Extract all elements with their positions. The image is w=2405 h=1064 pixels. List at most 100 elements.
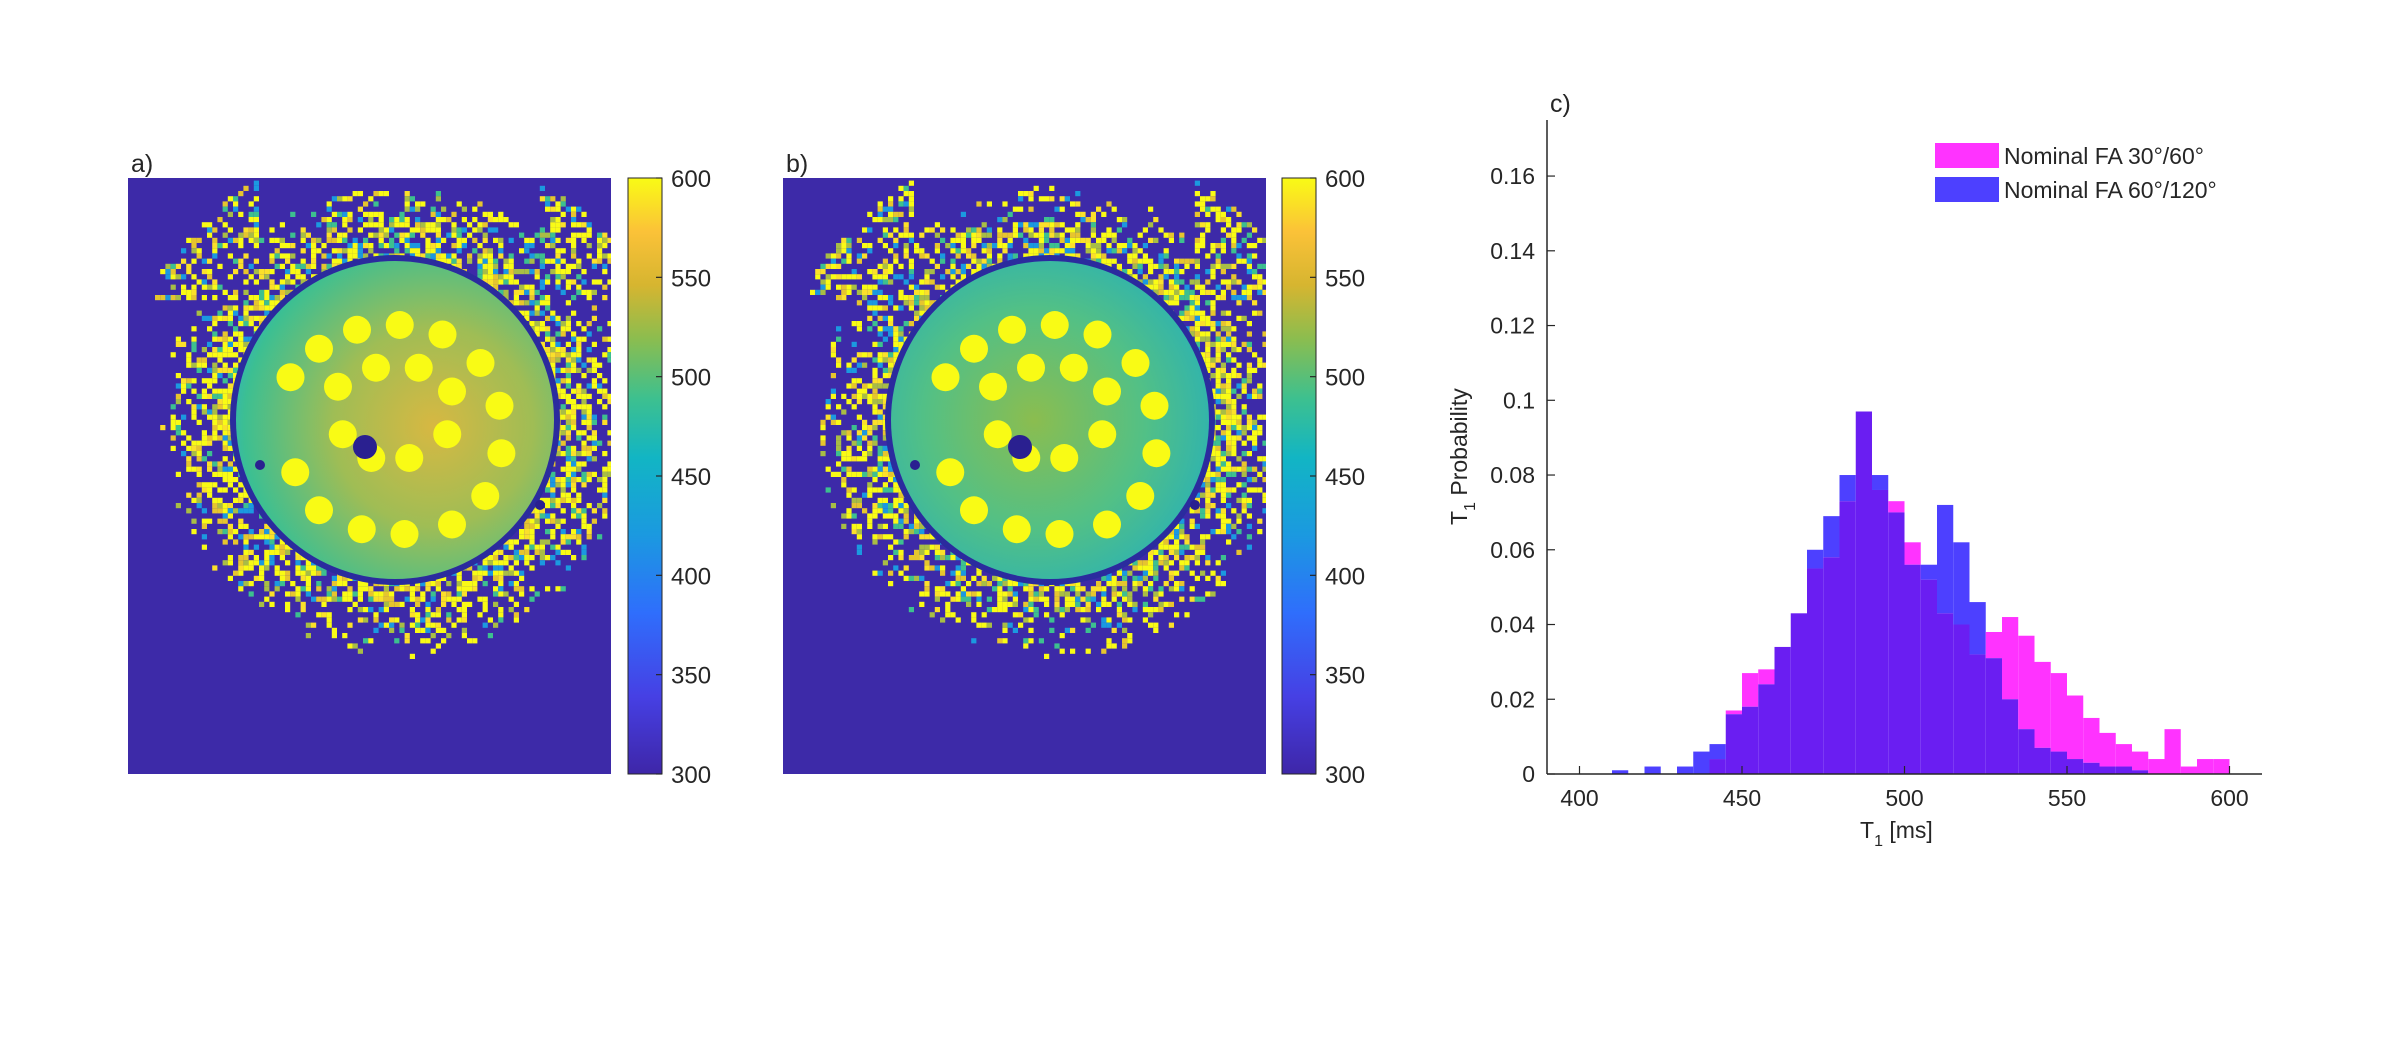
legend: Nominal FA 30°/60° Nominal FA 60°/120°: [1935, 143, 2217, 203]
map-a-noise-pixel: [425, 586, 431, 592]
map-b-noise-pixel: [1122, 248, 1128, 254]
map-a-noise-pixel: [175, 425, 181, 431]
map-a-noise-pixel: [576, 321, 582, 327]
map-a-noise-pixel: [508, 237, 514, 243]
map-b-noise-pixel: [1085, 627, 1091, 633]
map-b-noise-pixel: [1038, 243, 1044, 249]
map-b-noise-pixel: [1179, 232, 1185, 238]
map-b-noise-pixel: [836, 435, 842, 441]
map-b-noise-pixel: [867, 300, 873, 306]
map-b-vial: [998, 315, 1026, 344]
map-a-noise-pixel: [279, 284, 285, 290]
map-a-noise-pixel: [342, 222, 348, 228]
map-a-noise-pixel: [342, 211, 348, 217]
map-a-noise-pixel: [222, 419, 228, 425]
map-a-noise-pixel: [487, 211, 493, 217]
map-a-noise-pixel: [222, 388, 228, 394]
map-b-noise-pixel: [1194, 243, 1200, 249]
map-b-noise-pixel: [997, 217, 1003, 223]
map-a-noise-pixel: [545, 196, 551, 202]
map-a-noise-pixel: [456, 248, 462, 254]
map-b-noise-pixel: [862, 492, 868, 498]
map-a-noise-pixel: [373, 253, 379, 259]
map-a-noise-pixel: [368, 248, 374, 254]
map-a-noise-pixel: [420, 617, 426, 623]
map-b-noise-pixel: [1262, 263, 1266, 269]
map-a-noise-pixel: [576, 383, 582, 389]
map-b-noise-pixel: [1090, 591, 1096, 597]
map-a-noise-pixel: [259, 269, 265, 275]
map-a-noise-pixel: [524, 523, 530, 529]
map-a-noise-pixel: [295, 612, 301, 618]
map-b-noise-pixel: [1236, 497, 1242, 503]
map-a-noise-pixel: [545, 295, 551, 301]
map-a-noise-pixel: [389, 601, 395, 607]
map-a-noise-pixel: [207, 315, 213, 321]
map-a-noise-pixel: [493, 575, 499, 581]
map-a-noise-pixel: [217, 487, 223, 493]
map-a-noise-pixel: [279, 237, 285, 243]
map-a-noise-pixel: [347, 253, 353, 259]
map-a-noise-pixel: [253, 185, 259, 191]
map-a-noise-pixel: [430, 243, 436, 249]
map-b-noise-pixel: [1158, 284, 1164, 290]
map-a-noise-pixel: [534, 274, 540, 280]
map-a-noise-pixel: [248, 237, 254, 243]
map-a-vials: [255, 311, 545, 548]
map-b-noise-pixel: [882, 513, 888, 519]
map-b-noise-pixel: [1194, 300, 1200, 306]
map-b-noise-pixel: [1236, 362, 1242, 368]
map-a-noise-pixel: [409, 591, 415, 597]
map-b-noise-pixel: [1163, 289, 1169, 295]
map-a-noise-pixel: [446, 612, 452, 618]
map-a-noise-pixel: [591, 414, 597, 420]
map-a-noise-pixel: [503, 279, 509, 285]
histogram-bar-fa30: [2213, 759, 2230, 774]
map-b-noise-pixel: [867, 451, 873, 457]
map-b-noise-pixel: [971, 237, 977, 243]
map-b-noise-pixel: [1205, 482, 1211, 488]
map-a-noise-pixel: [217, 336, 223, 342]
map-b-vial: [1045, 520, 1074, 548]
map-b-noise-pixel: [1116, 217, 1122, 223]
map-b-noise-pixel: [1163, 601, 1169, 607]
map-b-noise-pixel: [1226, 341, 1232, 347]
map-b-noise-pixel: [1194, 492, 1200, 498]
map-a-noise-pixel: [342, 217, 348, 223]
map-a-noise-pixel: [274, 544, 280, 550]
map-a-noise-pixel: [602, 497, 608, 503]
map-a-noise-pixel: [217, 263, 223, 269]
map-b-noise-pixel: [1184, 539, 1190, 545]
map-a-noise-pixel: [279, 539, 285, 545]
map-b-noise-pixel: [1137, 565, 1143, 571]
map-a-noise-pixel: [305, 575, 311, 581]
map-b-noise-pixel: [1179, 518, 1185, 524]
map-a-noise-pixel: [456, 237, 462, 243]
map-a-noise-pixel: [222, 378, 228, 384]
map-b-noise-pixel: [1080, 586, 1086, 592]
map-a-noise-pixel: [425, 237, 431, 243]
map-a-noise-pixel: [581, 555, 587, 561]
map-b-noise-pixel: [851, 523, 857, 529]
map-a-noise-pixel: [435, 237, 441, 243]
map-b-noise-pixel: [851, 367, 857, 373]
map-b-noise-pixel: [820, 263, 826, 269]
map-b-vial: [960, 496, 988, 525]
map-a-noise-pixel: [243, 523, 249, 529]
map-a-noise-pixel: [409, 596, 415, 602]
map-b-noise-pixel: [1220, 295, 1226, 301]
map-b-noise-pixel: [830, 274, 836, 280]
map-a-noise-pixel: [560, 451, 566, 457]
map-a-noise-pixel: [201, 258, 207, 264]
map-b-noise-pixel: [856, 253, 862, 259]
map-a-noise-pixel: [571, 513, 577, 519]
map-b-noise-pixel: [1189, 586, 1195, 592]
map-b-noise-pixel: [1038, 248, 1044, 254]
map-b-noise-pixel: [955, 570, 961, 576]
map-b-noise-pixel: [1220, 211, 1226, 217]
map-a-noise-pixel: [513, 612, 519, 618]
map-a-vial: [305, 496, 333, 525]
map-a-noise-pixel: [467, 601, 473, 607]
map-a-noise-pixel: [274, 570, 280, 576]
map-b-noise-pixel: [825, 263, 831, 269]
